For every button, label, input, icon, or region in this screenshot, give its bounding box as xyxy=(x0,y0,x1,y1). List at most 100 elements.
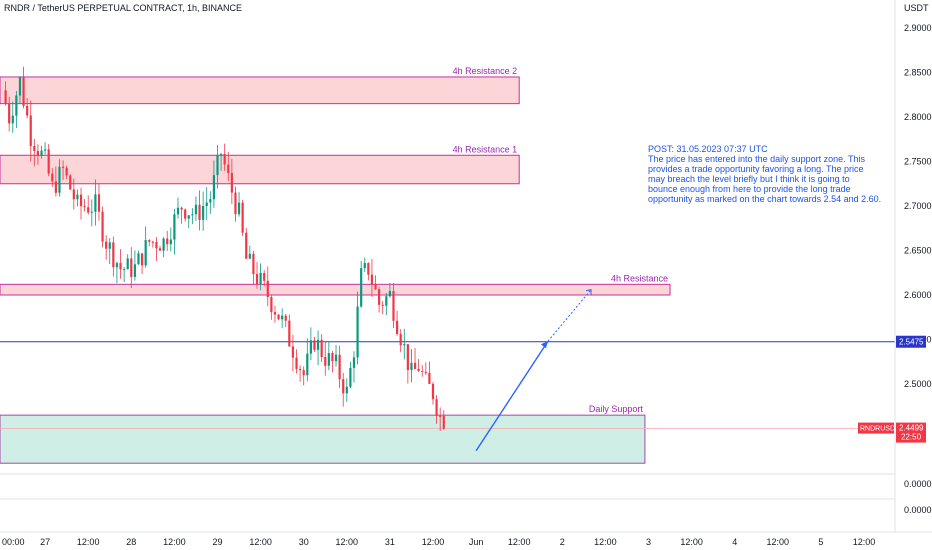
price-tag[interactable] xyxy=(896,422,926,443)
candle-body[interactable] xyxy=(424,371,427,373)
candle-body[interactable] xyxy=(324,356,327,366)
candle-body[interactable] xyxy=(97,194,101,212)
candle-body[interactable] xyxy=(313,340,316,350)
candle-body[interactable] xyxy=(277,314,280,320)
candle-body[interactable] xyxy=(105,241,108,249)
candle-body[interactable] xyxy=(72,189,75,200)
candle-body[interactable] xyxy=(219,154,223,156)
candle-body[interactable] xyxy=(166,238,169,245)
candle-body[interactable] xyxy=(140,253,144,266)
candle-body[interactable] xyxy=(356,306,359,358)
candle-body[interactable] xyxy=(237,202,241,215)
candle-body[interactable] xyxy=(302,370,305,376)
candle-body[interactable] xyxy=(133,264,136,277)
candle-body[interactable] xyxy=(173,214,176,240)
candle-body[interactable] xyxy=(331,353,334,362)
candle-body[interactable] xyxy=(442,415,445,429)
candle-body[interactable] xyxy=(69,175,72,190)
candle-body[interactable] xyxy=(194,204,198,215)
candle-body[interactable] xyxy=(169,239,172,245)
candle-body[interactable] xyxy=(320,339,323,357)
candle-body[interactable] xyxy=(58,166,61,193)
candle-body[interactable] xyxy=(15,95,18,116)
candle-body[interactable] xyxy=(273,312,277,315)
candle-body[interactable] xyxy=(158,248,162,251)
candle-body[interactable] xyxy=(209,199,212,203)
candle-body[interactable] xyxy=(61,166,65,168)
candle-body[interactable] xyxy=(363,263,366,269)
candle-body[interactable] xyxy=(11,115,14,124)
symbol-tag[interactable] xyxy=(858,422,894,434)
candle-body[interactable] xyxy=(101,211,104,242)
candle-body[interactable] xyxy=(180,207,183,210)
candle-body[interactable] xyxy=(255,274,259,284)
candle-body[interactable] xyxy=(309,340,312,354)
candle-body[interactable] xyxy=(295,357,298,370)
candle-body[interactable] xyxy=(385,296,388,306)
candle-body[interactable] xyxy=(148,240,151,242)
candle-body[interactable] xyxy=(22,77,25,106)
candle-body[interactable] xyxy=(90,211,93,213)
candle-body[interactable] xyxy=(367,263,370,275)
candle-body[interactable] xyxy=(29,115,32,147)
candle-body[interactable] xyxy=(334,354,338,362)
candle-body[interactable] xyxy=(352,357,356,368)
candle-body[interactable] xyxy=(349,367,352,387)
candle-body[interactable] xyxy=(227,164,230,174)
candle-body[interactable] xyxy=(417,368,420,371)
candle-body[interactable] xyxy=(403,344,406,346)
time-axis[interactable]: 00:00 27 12:00 28 12:00 29 12:00 30 12:00 31 12:00… xyxy=(0,531,932,547)
candle-body[interactable] xyxy=(388,290,391,297)
candle-body[interactable] xyxy=(144,240,147,266)
candle-body[interactable] xyxy=(288,320,291,347)
candle-body[interactable] xyxy=(431,383,435,400)
candle-body[interactable] xyxy=(33,146,36,151)
candle-body[interactable] xyxy=(26,105,29,116)
candle-body[interactable] xyxy=(115,263,119,268)
candle-body[interactable] xyxy=(299,369,302,371)
candle-body[interactable] xyxy=(381,304,384,306)
candle-body[interactable] xyxy=(151,241,154,243)
candle-body[interactable] xyxy=(108,242,111,249)
candle-body[interactable] xyxy=(395,320,399,335)
resistance-zone[interactable] xyxy=(0,154,520,185)
candle-body[interactable] xyxy=(252,253,255,275)
candle-body[interactable] xyxy=(241,202,244,233)
candle-body[interactable] xyxy=(248,253,251,259)
candle-body[interactable] xyxy=(410,362,413,371)
candle-body[interactable] xyxy=(94,194,97,212)
candle-body[interactable] xyxy=(406,344,409,371)
level-tag[interactable] xyxy=(896,335,926,348)
candle-body[interactable] xyxy=(270,297,273,313)
candle-body[interactable] xyxy=(263,272,266,281)
candle-body[interactable] xyxy=(40,150,43,156)
candle-body[interactable] xyxy=(259,272,262,284)
candle-body[interactable] xyxy=(212,175,216,200)
candle-body[interactable] xyxy=(54,181,57,193)
resistance-zone[interactable] xyxy=(0,283,671,296)
candle-body[interactable] xyxy=(281,315,284,320)
candle-body[interactable] xyxy=(370,274,374,284)
candle-body[interactable] xyxy=(245,232,248,259)
candle-body[interactable] xyxy=(342,379,345,394)
candlestick-series[interactable] xyxy=(4,66,445,431)
candle-body[interactable] xyxy=(44,149,47,151)
candle-body[interactable] xyxy=(435,399,438,416)
candle-body[interactable] xyxy=(378,289,381,305)
candle-body[interactable] xyxy=(345,386,348,394)
candle-body[interactable] xyxy=(291,346,295,358)
candle-body[interactable] xyxy=(421,370,424,372)
candle-body[interactable] xyxy=(428,372,431,384)
candle-body[interactable] xyxy=(130,258,133,277)
candle-body[interactable] xyxy=(79,194,83,207)
candle-body[interactable] xyxy=(112,242,115,268)
candle-body[interactable] xyxy=(47,149,50,174)
candle-body[interactable] xyxy=(327,353,330,366)
candle-body[interactable] xyxy=(83,206,86,208)
candle-body[interactable] xyxy=(18,77,22,96)
candle-body[interactable] xyxy=(137,253,140,265)
resistance-zone[interactable] xyxy=(0,76,520,105)
candle-body[interactable] xyxy=(51,173,54,182)
candle-body[interactable] xyxy=(187,215,190,219)
